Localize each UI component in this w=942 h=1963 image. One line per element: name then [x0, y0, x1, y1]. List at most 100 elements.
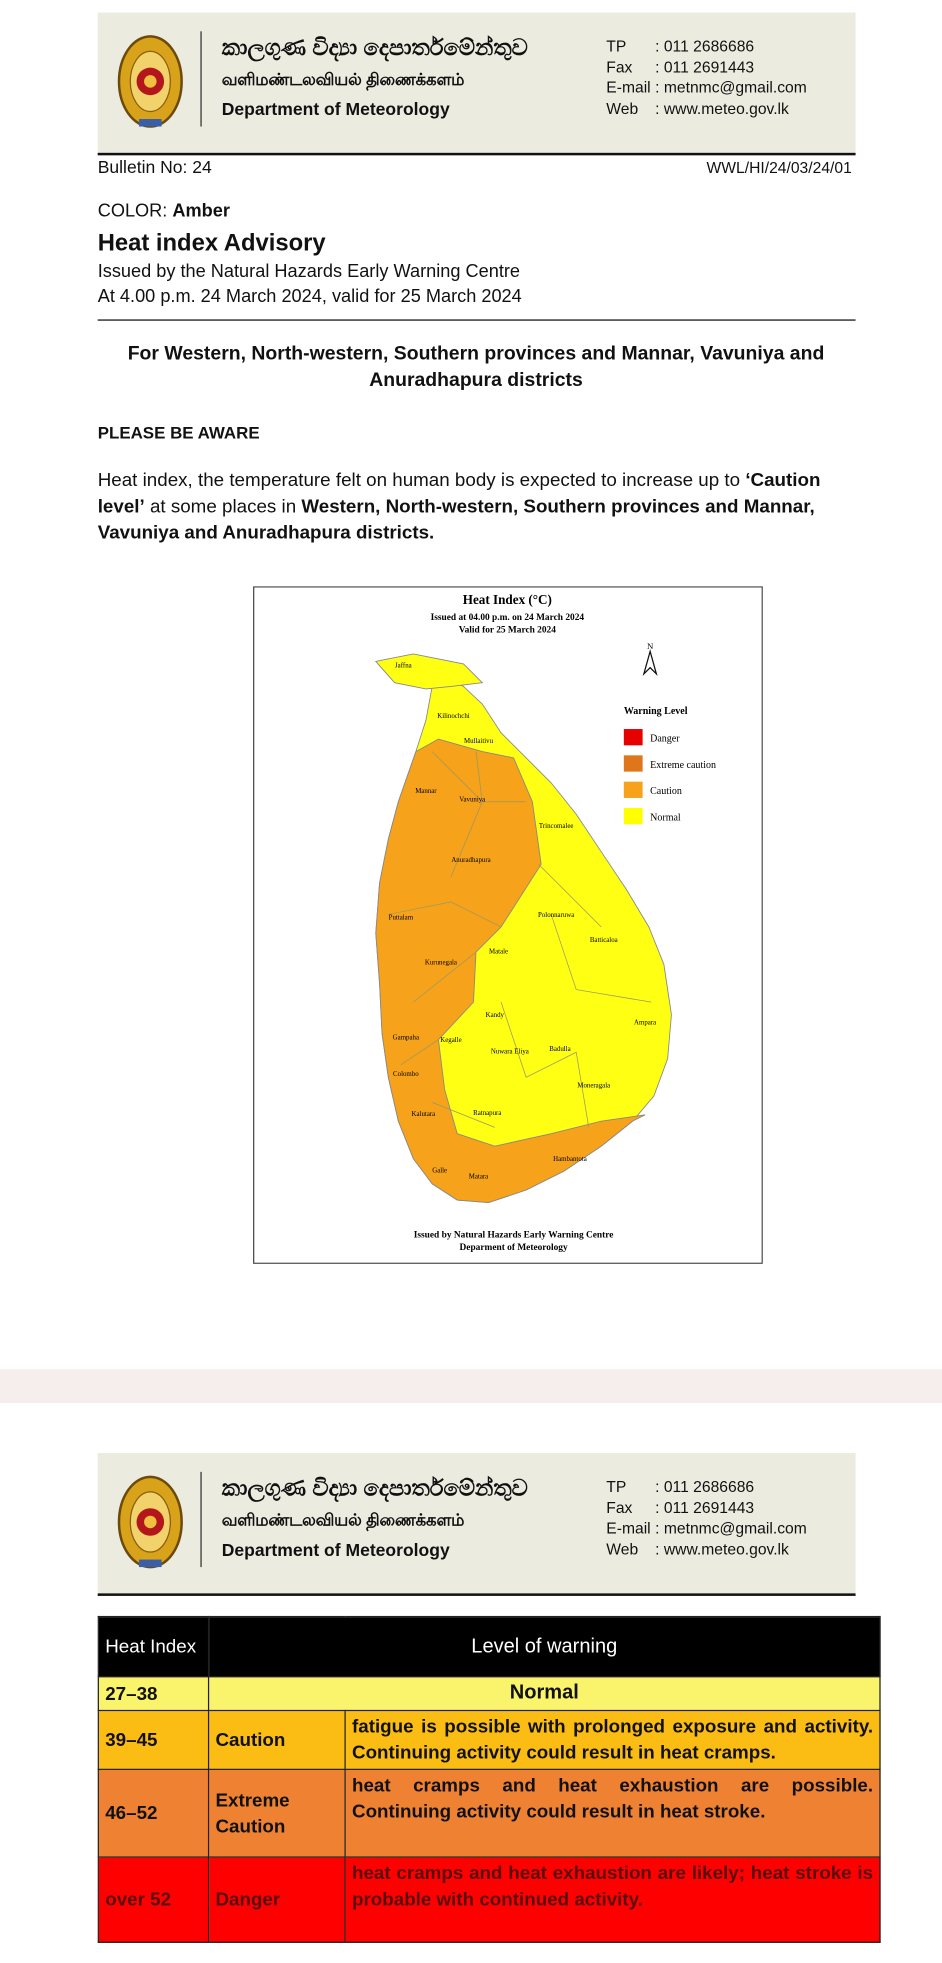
- district-label: Kilinochchi: [437, 713, 470, 720]
- range-cell: 46–52: [97, 1768, 210, 1858]
- letterhead: කාලගුණ විද්‍යා දෙපාර්තමේන්තුව வளிமண்டலவிய…: [97, 1453, 856, 1596]
- issued-at: At 4.00 p.m. 24 March 2024, valid for 25…: [97, 286, 522, 307]
- district-label: Mannar: [415, 788, 437, 795]
- contact-label: E-mail: [606, 1519, 651, 1538]
- letterhead: කාලගුණ විද්‍යා දෙපාර්තමේන්තුව வளிமண்டலவிய…: [97, 12, 856, 156]
- legend-swatch: [623, 807, 643, 825]
- jaffna-peninsula: [374, 653, 484, 690]
- heat-index-map: Heat Index (°C) Issued at 04.00 p.m. on 2…: [253, 586, 763, 1264]
- map-footer: Deparment of Meteorology: [460, 1243, 568, 1253]
- english-name: Department of Meteorology: [221, 1539, 450, 1560]
- district-label: Moneragala: [577, 1082, 610, 1089]
- level-cell: Extreme Caution: [207, 1768, 346, 1858]
- contact-value: : 011 2686686: [655, 1478, 755, 1496]
- divider: [200, 31, 202, 127]
- range-cell: 27–38: [97, 1676, 210, 1712]
- contact-label: Web: [606, 1540, 639, 1558]
- north-arrow: [642, 649, 658, 677]
- table-row: over 52 Danger heat cramps and heat exhaus…: [97, 1856, 881, 1943]
- district-label: Badulla: [549, 1046, 570, 1053]
- district-label: Ratnapura: [473, 1110, 501, 1117]
- advisory-run: at some places in: [144, 496, 302, 518]
- bulletin-no: Bulletin No: 24: [97, 156, 212, 177]
- district-label: Kalutara: [412, 1111, 436, 1118]
- contact-label: Web: [606, 99, 639, 118]
- sinhala-name: කාලගුණ විද්‍යා දෙපාර්තමේන්තුව: [221, 1475, 528, 1501]
- district-label: Polonnaruwa: [538, 912, 574, 919]
- description-cell: fatigue is possible with prolonged expos…: [344, 1709, 881, 1771]
- legend-label: Danger: [650, 734, 680, 745]
- map-valid: Valid for 25 March 2024: [459, 626, 557, 636]
- warning-table: Heat Index Level of warning 27–38 Normal 39–…: [97, 1615, 881, 1943]
- legend-title: Warning Level: [624, 706, 688, 717]
- contact-value: : 011 2691443: [655, 58, 755, 76]
- district-label: Kegalle: [440, 1037, 461, 1044]
- color-line: COLOR: Amber: [98, 202, 230, 222]
- map-title: Heat Index (°C): [463, 592, 552, 607]
- legend-label: Caution: [650, 786, 682, 797]
- color-label: COLOR:: [97, 201, 168, 222]
- header-cell: Level of warning: [207, 1615, 881, 1678]
- district-label: Batticaloa: [590, 937, 618, 944]
- english-name: Department of Meteorology: [221, 98, 450, 120]
- contact-label: Fax: [606, 1498, 633, 1517]
- page-gap: [0, 1369, 942, 1403]
- district-label: Mullaitivu: [464, 738, 494, 745]
- contact-value: : www.meteo.gov.lk: [655, 99, 789, 118]
- legend-swatch: [623, 781, 643, 798]
- district-borders: [388, 751, 652, 1128]
- range-cell: 39–45: [97, 1709, 210, 1771]
- color-value: Amber: [172, 201, 230, 222]
- level-cell: Danger: [207, 1856, 346, 1943]
- advisory-run: Western, North-western, Southern provinc…: [97, 496, 815, 544]
- advisory-run: ‘Caution level’: [97, 469, 821, 518]
- level-cell: Normal: [207, 1676, 881, 1712]
- tamil-name: வளிமண்டலவியல் திணைக்களம்: [221, 1510, 465, 1530]
- district-label: Vavuniya: [459, 797, 485, 804]
- table-row: 46–52 Extreme Caution heat cramps and heat…: [97, 1768, 881, 1858]
- table-header-row: Heat Index Level of warning: [97, 1615, 881, 1678]
- title: Heat index Advisory: [97, 230, 326, 257]
- district-label: Kandy: [486, 1012, 505, 1019]
- legend-swatch: [623, 729, 643, 746]
- regions-heading: For Western, North-western, Southern pro…: [127, 343, 825, 391]
- district-label: Ampara: [634, 1020, 656, 1027]
- district-label: Trincomalee: [539, 823, 574, 830]
- caution-area: [375, 738, 646, 1203]
- range-cell: over 52: [97, 1856, 210, 1943]
- district-label: Gampaha: [393, 1035, 419, 1042]
- contact-value: : metnmc@gmail.com: [655, 78, 807, 97]
- north-label: N: [647, 641, 654, 651]
- district-label: Matale: [489, 948, 508, 955]
- contact-label: E-mail: [606, 78, 651, 97]
- legend-swatch: [623, 755, 643, 772]
- contact-value: : metnmc@gmail.com: [655, 1519, 807, 1538]
- table-row: 39–45 Caution fatigue is possible with pro…: [97, 1709, 881, 1771]
- contact-label: Fax: [606, 58, 633, 76]
- divider: [200, 1471, 202, 1568]
- level-cell: Caution: [207, 1709, 346, 1771]
- district-label: Colombo: [393, 1071, 419, 1078]
- sinhala-name: කාලගුණ විද්‍යා දෙපාර්තමේන්තුව: [221, 35, 528, 61]
- contact-label: TP: [606, 37, 627, 56]
- tamil-name: வளிமண்டலவியல் திணைக்களம்: [221, 70, 465, 89]
- advisory-run: Heat index, the temperature felt on huma…: [97, 469, 746, 492]
- district-label: Matara: [469, 1174, 488, 1181]
- rule: [97, 319, 856, 321]
- emblem: [117, 35, 183, 128]
- table-row: 27–38 Normal: [97, 1676, 881, 1712]
- emblem: [117, 1475, 183, 1569]
- district-label: Kurunegala: [425, 960, 457, 967]
- issued-by: Issued by the Natural Hazards Early Warn…: [97, 261, 521, 282]
- map-issued: Issued at 04.00 p.m. on 24 March 2024: [431, 613, 585, 623]
- district-label: Galle: [432, 1167, 447, 1174]
- legend-label: Normal: [650, 812, 681, 823]
- legend-label: Extreme caution: [650, 760, 716, 771]
- map-footer: Issued by Natural Hazards Early Warning …: [414, 1231, 614, 1241]
- description-cell: heat cramps and heat exhaustion are poss…: [344, 1768, 881, 1858]
- contact-label: TP: [606, 1478, 627, 1496]
- contact-value: : www.meteo.gov.lk: [655, 1540, 789, 1558]
- district-label: Puttalam: [389, 914, 414, 921]
